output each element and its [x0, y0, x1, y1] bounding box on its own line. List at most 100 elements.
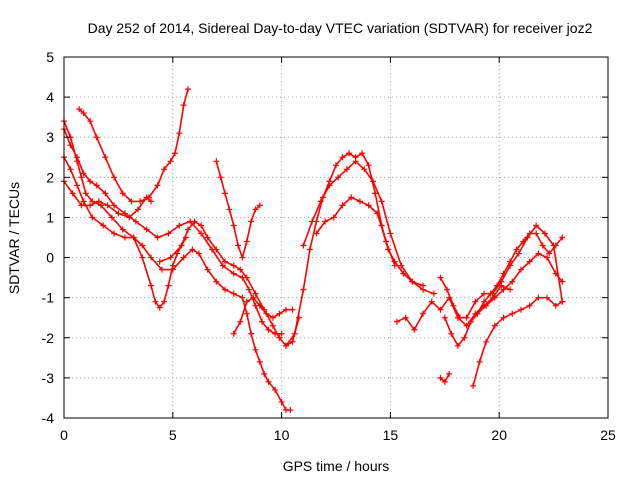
data-point: [171, 150, 178, 157]
data-point: [243, 298, 250, 305]
data-point: [507, 262, 514, 269]
data-point: [402, 314, 409, 321]
data-point: [400, 270, 407, 277]
data-point: [348, 194, 355, 201]
data-point: [372, 190, 379, 197]
data-point: [276, 334, 283, 341]
axis-ticks: [63, 56, 609, 419]
data-point: [411, 326, 418, 333]
data-point: [69, 190, 76, 197]
data-point: [352, 158, 359, 165]
data-point: [230, 270, 237, 277]
data-point: [93, 134, 100, 141]
data-point: [374, 210, 381, 217]
data-point: [176, 130, 183, 137]
series-line: [472, 296, 564, 387]
data-point: [245, 286, 252, 293]
data-point: [243, 310, 250, 317]
data-point: [300, 286, 307, 293]
data-point: [535, 294, 542, 301]
data-point: [333, 162, 339, 169]
data-point: [356, 198, 363, 205]
data-point: [154, 182, 161, 189]
data-point: [243, 238, 250, 245]
data-point: [119, 226, 126, 233]
data-point: [230, 290, 237, 297]
data-point: [457, 314, 464, 321]
data-point: [119, 190, 126, 197]
data-point: [230, 262, 237, 269]
data-point: [87, 118, 94, 125]
data-point: [559, 298, 566, 305]
data-point: [87, 178, 94, 185]
x-axis-label: GPS time / hours: [283, 458, 390, 474]
data-point: [265, 378, 272, 385]
data-point: [533, 222, 540, 229]
data-point: [544, 294, 551, 301]
data-point: [365, 202, 372, 209]
data-point: [476, 358, 483, 365]
data-point: [74, 154, 81, 161]
data-point: [265, 326, 272, 333]
data-point: [509, 278, 516, 285]
data-point: [237, 318, 244, 325]
data-point: [156, 258, 163, 265]
series-line: [439, 224, 564, 319]
series-line: [476, 252, 564, 315]
data-point: [461, 334, 468, 341]
data-point: [165, 282, 172, 289]
data-point: [383, 238, 390, 245]
series-sat-17: [474, 250, 566, 317]
series-sat-14: [437, 222, 566, 321]
data-point: [474, 310, 481, 317]
data-point: [132, 218, 139, 225]
data-point: [67, 166, 74, 173]
data-point: [517, 306, 524, 313]
data-point: [441, 378, 448, 385]
data-point: [222, 258, 229, 265]
data-point: [176, 222, 183, 229]
data-point: [306, 246, 313, 253]
data-point: [78, 174, 85, 181]
series-sat-8: [230, 294, 296, 337]
data-point: [480, 290, 487, 297]
data-point: [448, 330, 455, 337]
data-point: [235, 242, 242, 249]
data-point: [239, 294, 246, 301]
chart-title: Day 252 of 2014, Sidereal Day-to-day VTE…: [88, 20, 593, 36]
series-sat-16: [437, 370, 453, 385]
data-point: [213, 278, 220, 285]
data-point: [391, 262, 398, 269]
data-point: [139, 254, 146, 261]
series-line: [302, 160, 435, 295]
data-point: [491, 322, 498, 329]
data-point: [165, 230, 172, 237]
data-point: [111, 202, 118, 209]
x-tick-label: 10: [274, 427, 290, 443]
data-point: [552, 270, 559, 277]
data-series-group: [61, 86, 566, 413]
data-point: [230, 330, 237, 337]
data-point: [217, 174, 224, 181]
x-tick-label: 0: [60, 427, 68, 443]
data-point: [313, 230, 320, 237]
data-point: [161, 298, 168, 305]
data-point: [491, 294, 498, 301]
data-point: [108, 214, 115, 221]
data-point: [500, 314, 507, 321]
data-point: [226, 206, 233, 213]
data-point: [111, 230, 118, 237]
y-tick-label: 0: [46, 250, 54, 266]
data-point: [463, 314, 470, 321]
data-point: [74, 182, 81, 189]
data-point: [437, 306, 444, 313]
data-point: [102, 190, 109, 197]
data-point: [128, 198, 135, 205]
data-point: [261, 370, 268, 377]
y-tick-label: 5: [46, 49, 54, 65]
data-point: [467, 318, 474, 325]
data-point: [104, 202, 111, 209]
data-point: [483, 338, 490, 345]
data-point: [359, 150, 366, 157]
data-point: [309, 218, 316, 225]
